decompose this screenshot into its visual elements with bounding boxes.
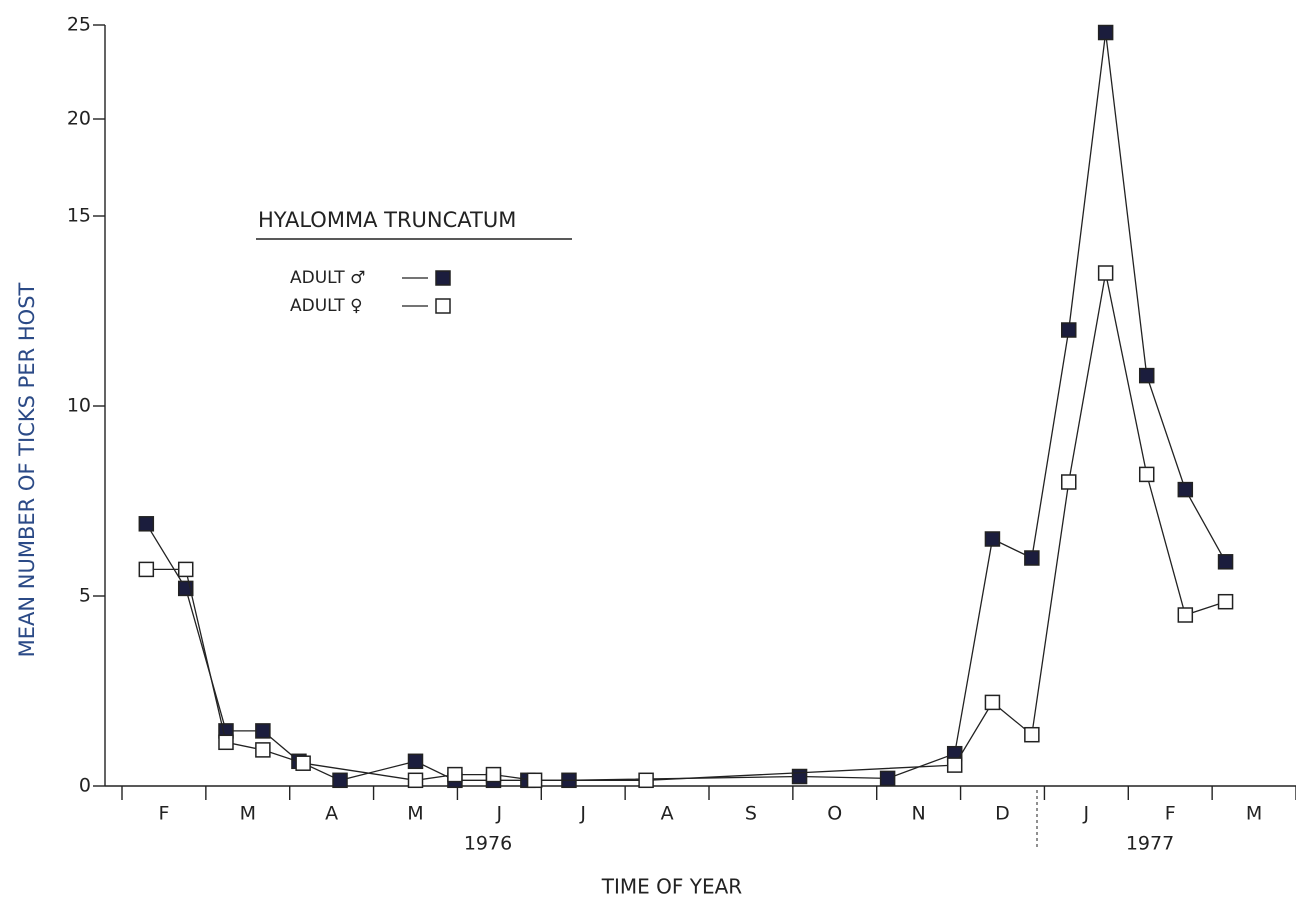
data-point [1177, 607, 1194, 623]
data-point [138, 561, 155, 578]
x-tick-label: N [912, 803, 926, 825]
data-point [255, 723, 271, 739]
data-point [177, 561, 194, 578]
data-point [1177, 481, 1194, 498]
legend-marker [435, 298, 451, 314]
data-point [946, 757, 963, 773]
x-tick-label: D [995, 803, 1010, 825]
x-tick-label: M [240, 803, 256, 825]
data-point [1217, 554, 1234, 570]
x-tick-label: J [579, 803, 586, 825]
data-point [138, 516, 155, 532]
x-tick-label: M [1246, 803, 1262, 825]
y-axis-label: MEAN NUMBER OF TICKS PER HOST [15, 282, 39, 657]
data-point [638, 772, 654, 789]
data-point [526, 772, 543, 789]
data-point [218, 734, 234, 751]
data-point [791, 768, 808, 785]
y-tick-label: 25 [67, 14, 91, 36]
data-point [485, 766, 502, 783]
data-point [1024, 726, 1040, 743]
data-point [255, 742, 271, 758]
data-point [1097, 24, 1114, 41]
data-point [447, 766, 463, 783]
x-axis-label: TIME OF YEAR [601, 875, 743, 899]
y-tick-label: 5 [79, 585, 91, 607]
y-tick-label: 20 [67, 108, 91, 130]
legend-label: ADULT ♀ [290, 296, 363, 316]
x-tick-label: F [158, 803, 169, 825]
data-point [1060, 474, 1077, 490]
x-tick-label: F [1165, 803, 1176, 825]
data-point [407, 753, 424, 770]
y-tick-label: 0 [79, 775, 91, 797]
legend-marker [435, 270, 451, 286]
data-point [984, 531, 1001, 547]
data-point [295, 755, 311, 771]
x-tick-label: O [827, 803, 842, 825]
y-tick-label: 15 [67, 205, 91, 227]
x-tick-label: M [407, 803, 423, 825]
x-tick-label: A [325, 803, 338, 825]
data-point [1138, 367, 1155, 384]
data-point [1060, 322, 1077, 338]
data-point [1097, 265, 1114, 281]
data-point [332, 772, 348, 789]
data-point [1138, 466, 1155, 483]
x-tick-label: S [745, 803, 757, 825]
year-label: 1976 [464, 833, 512, 855]
data-point [1024, 550, 1040, 566]
year-label: 1977 [1126, 833, 1174, 855]
legend-title: HYALOMMA TRUNCATUM [258, 208, 516, 232]
x-tick-label: J [1083, 803, 1090, 825]
x-tick-label: A [661, 803, 674, 825]
data-point [984, 694, 1001, 711]
data-point [1217, 593, 1234, 610]
series-line [145, 32, 1227, 781]
y-tick-label: 10 [67, 395, 91, 417]
data-point [407, 772, 424, 789]
series-line [146, 272, 1226, 781]
data-point [879, 770, 896, 787]
x-tick-label: J [496, 803, 503, 825]
legend-label: ADULT ♂ [290, 268, 365, 288]
